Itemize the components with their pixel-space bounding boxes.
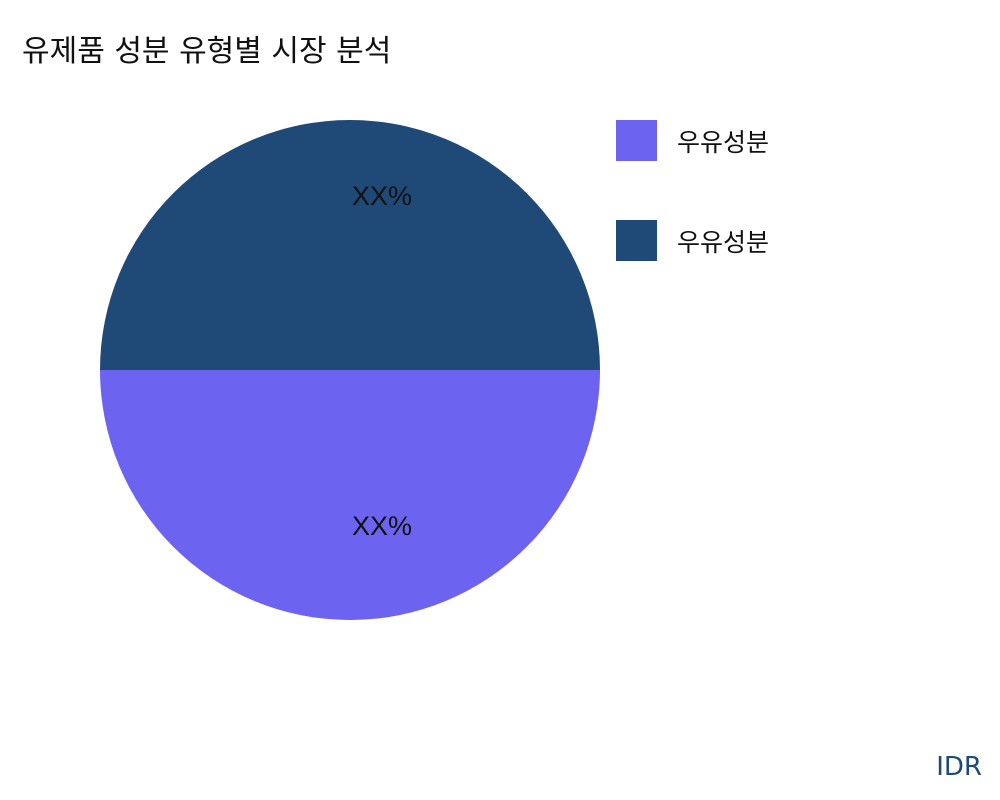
pie-slice xyxy=(100,120,600,370)
slice-data-label: XX% xyxy=(352,181,412,211)
legend-swatch xyxy=(616,120,657,161)
brand-footer: IDR xyxy=(936,752,982,782)
legend-item: 우유성분 xyxy=(616,220,769,261)
legend-swatch xyxy=(616,220,657,261)
legend-label: 우유성분 xyxy=(677,127,770,157)
legend-label: 우유성분 xyxy=(677,227,770,257)
pie-slice xyxy=(100,370,600,620)
slice-data-label: XX% xyxy=(352,511,412,541)
legend-item: 우유성분 xyxy=(616,120,769,161)
chart-title: 유제품 성분 유형별 시장 분석 xyxy=(22,34,392,69)
